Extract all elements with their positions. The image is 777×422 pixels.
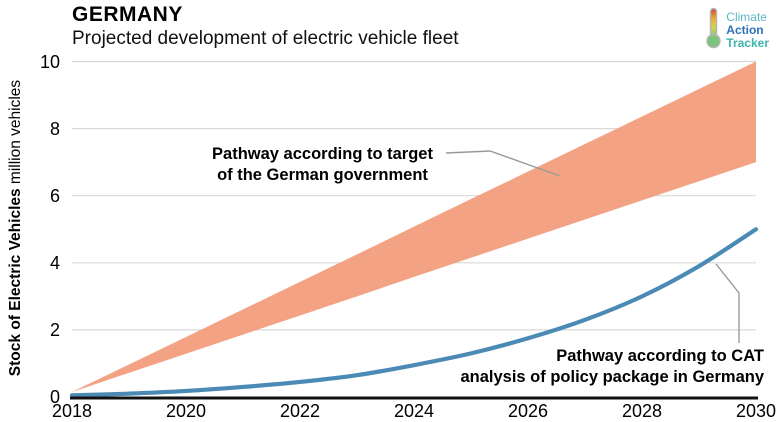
thermometer-icon [705, 7, 722, 54]
y-tick-2: 2 [49, 319, 60, 340]
chart-header: GERMANY Projected development of electri… [72, 3, 459, 50]
government-target-band [72, 61, 756, 392]
cat-annotation-callout-line [715, 263, 740, 343]
x-tick-2022: 2022 [279, 401, 321, 421]
page-title: GERMANY [72, 3, 183, 26]
y-tick-4: 4 [49, 252, 60, 273]
annotation-cat-pathway: Pathway according to CAT analysis of pol… [460, 346, 764, 388]
x-tick-2028: 2028 [621, 401, 663, 421]
annotation-government-target-line1: Pathway according to target [212, 145, 433, 163]
x-tick-2020: 2020 [165, 401, 207, 421]
target-annotation-callout-line [445, 150, 561, 177]
annotation-government-target: Pathway according to target of the Germa… [200, 144, 445, 186]
y-tick-6: 6 [49, 185, 60, 206]
annotation-cat-pathway-line2: analysis of policy package in Germany [460, 368, 764, 386]
y-tick-8: 8 [49, 118, 60, 139]
x-tick-2026: 2026 [507, 401, 549, 421]
logo-wordmark: Climate Action Tracker [726, 11, 769, 50]
y-tick-0: 0 [49, 387, 60, 407]
logo-word-tracker: Tracker [726, 36, 769, 50]
x-tick-2030: 2030 [735, 401, 777, 421]
cat-analysis-line [69, 227, 759, 398]
x-tick-2018: 2018 [51, 401, 93, 421]
x-tick-2024: 2024 [393, 401, 435, 421]
chart-subtitle: Projected development of electric vehicl… [72, 28, 459, 49]
climate-action-tracker-logo: Climate Action Tracker [705, 7, 769, 54]
cat-pathway-line [69, 227, 759, 398]
logo-word-climate: Climate [726, 10, 767, 24]
logo-word-action: Action [726, 23, 764, 37]
annotation-government-target-line2: of the German government [217, 166, 428, 184]
target-band-area [72, 61, 756, 392]
annotation-cat-pathway-line1: Pathway according to CAT [556, 347, 764, 365]
y-tick-10: 10 [39, 51, 60, 72]
